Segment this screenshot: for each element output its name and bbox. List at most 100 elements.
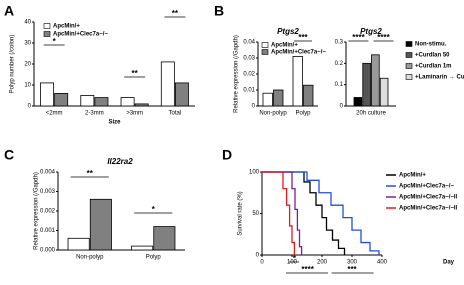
- panel-label: B: [214, 3, 224, 19]
- legend-label: Non-stimu.: [415, 42, 447, 48]
- chart-title: Il22ra2: [107, 157, 133, 166]
- x-tick-label: 300: [347, 260, 358, 266]
- legend-label: ApcMin/+: [53, 24, 80, 30]
- bar: [273, 89, 284, 107]
- y-tick-label: 0.02: [243, 72, 255, 78]
- y-tick-label: 50: [252, 211, 259, 217]
- y-tick-label: 0.003: [40, 189, 56, 195]
- bar: [371, 54, 380, 107]
- x-tick-label: 400: [377, 260, 388, 266]
- significance-label: ****: [377, 33, 390, 42]
- bar: [40, 82, 55, 107]
- legend-swatch: [405, 52, 413, 58]
- x-tick-label: Polyp: [146, 255, 162, 261]
- x-tick-label: >3mm: [126, 111, 143, 117]
- y-tick-label: 0.04: [243, 40, 255, 46]
- legend-swatch: [261, 42, 269, 48]
- y-tick-label: 0: [256, 253, 260, 259]
- y-tick-label: 0: [28, 104, 32, 110]
- survival-line: [262, 171, 380, 255]
- x-axis-label: Size: [108, 120, 121, 126]
- legend-label: ApcMin/+: [399, 173, 426, 179]
- y-tick-label: 0.1: [335, 82, 344, 88]
- legend-swatch: [405, 63, 413, 69]
- legend-swatch: [405, 74, 413, 80]
- bar: [153, 226, 176, 251]
- x-axis-label: Day: [443, 260, 455, 266]
- legend-label: ApcMin/+: [271, 43, 298, 49]
- y-tick-label: 0.2: [335, 61, 344, 67]
- significance-label: ***: [298, 33, 308, 42]
- x-tick-label: Polyp: [295, 111, 311, 117]
- legend-swatch: [405, 41, 413, 47]
- bar: [94, 97, 109, 107]
- significance-label: *: [53, 37, 57, 46]
- significance-label: ****: [352, 33, 365, 42]
- panel-label: D: [222, 147, 232, 163]
- legend-label: ApcMin/+Clec7a−/−Il: [399, 195, 458, 201]
- legend-label: ApcMin/+Clec7a−/−: [271, 50, 326, 56]
- y-tick-label: 0.004: [40, 170, 56, 176]
- legend-label: ApcMin/+Clec7a−/−: [53, 32, 108, 38]
- significance-label: *: [293, 254, 297, 263]
- significance-label: **: [87, 169, 94, 178]
- legend-label: ApcMin/+Clec7a−/−Il: [399, 206, 458, 212]
- legend-swatch: [261, 49, 269, 55]
- y-tick-label: 10: [24, 83, 31, 89]
- legend-label: +Laminarin → Curdlan 1: [415, 75, 464, 81]
- bar: [292, 56, 303, 107]
- y-axis-label: Relative expression (/Gapdh): [34, 172, 40, 250]
- y-tick-label: 0.03: [243, 56, 255, 62]
- significance-label: ****: [301, 265, 314, 274]
- significance-label: ***: [347, 265, 357, 274]
- y-axis-label: Polyp number (/colon): [10, 35, 16, 94]
- panel-label: A: [4, 3, 14, 19]
- y-tick-label: 0.01: [243, 88, 255, 94]
- y-tick-label: 20: [24, 62, 31, 68]
- x-tick-label: 20h culture: [356, 111, 386, 117]
- bar: [379, 77, 389, 107]
- y-tick-label: 0.000: [40, 248, 56, 254]
- y-tick-label: 30: [24, 41, 31, 47]
- bar: [160, 61, 175, 107]
- bar: [362, 62, 371, 107]
- y-tick-label: 0: [252, 104, 256, 110]
- x-tick-label: <2mm: [46, 111, 63, 117]
- x-tick-label: Non-polyp: [76, 255, 104, 261]
- bar: [120, 97, 135, 107]
- legend-label: +Curdlan 50: [415, 53, 450, 59]
- survival-line: [262, 171, 346, 255]
- bar: [131, 245, 154, 251]
- bar: [262, 92, 273, 107]
- y-axis-label: Relative expression (/Gapdh): [234, 35, 240, 113]
- y-tick-label: 0.002: [40, 209, 56, 215]
- legend-label: ApcMin/+Clec7a−/−: [399, 184, 454, 190]
- bar: [353, 97, 363, 107]
- legend-swatch: [43, 23, 51, 29]
- bar: [89, 198, 112, 251]
- y-tick-label: 100: [249, 170, 260, 176]
- survival-line: [262, 171, 296, 255]
- survival-line: [262, 171, 303, 255]
- legend-swatch: [43, 31, 51, 37]
- y-axis-label: Survival rate (%): [238, 191, 244, 235]
- bar: [67, 237, 90, 251]
- bar: [303, 84, 314, 107]
- x-tick-label: 2-3mm: [85, 111, 104, 117]
- x-tick-label: 200: [317, 260, 328, 266]
- chart-title: Ptgs2: [277, 27, 299, 36]
- bar: [80, 95, 95, 107]
- x-tick-label: 0: [260, 260, 264, 266]
- legend-label: +Curdlan 1m: [415, 64, 452, 70]
- bar: [54, 93, 69, 107]
- significance-label: **: [132, 69, 139, 78]
- y-tick-label: 0.3: [335, 40, 344, 46]
- significance-label: **: [172, 9, 179, 18]
- panel-label: C: [4, 147, 14, 163]
- bar: [174, 82, 189, 107]
- bar: [134, 103, 149, 107]
- significance-label: *: [152, 205, 156, 214]
- y-tick-label: 40: [24, 20, 31, 26]
